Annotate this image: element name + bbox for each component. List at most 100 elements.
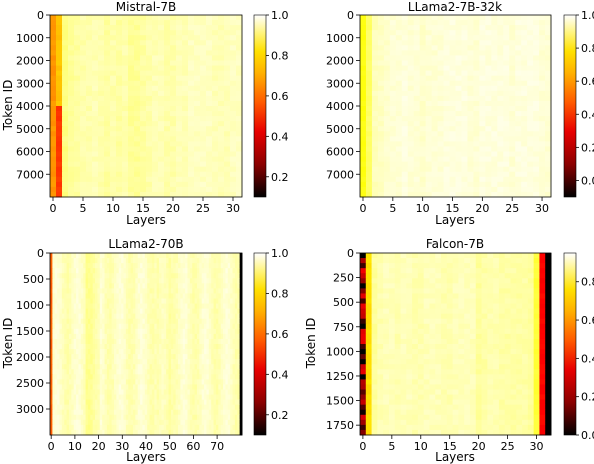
heatmap-cell	[76, 409, 79, 416]
heatmap-cell	[230, 359, 233, 365]
heatmap-cell	[176, 106, 183, 112]
y-tick-label: 0	[347, 9, 354, 22]
heatmap-cell	[521, 35, 528, 41]
heatmap-cell	[377, 45, 385, 51]
heatmap-cell	[163, 374, 167, 380]
heatmap-cell	[208, 399, 212, 406]
heatmap-cell	[125, 258, 129, 264]
heatmap-cell	[175, 298, 179, 304]
heatmap-cell	[85, 308, 89, 315]
heatmap-cell	[194, 100, 201, 107]
heatmap-cell	[151, 298, 155, 304]
heatmap-cell	[140, 45, 147, 51]
heatmap-cell	[230, 126, 237, 132]
heatmap-cell	[401, 106, 409, 112]
heatmap-cell	[73, 273, 77, 279]
heatmap-cell	[220, 258, 224, 264]
heatmap-cell	[135, 333, 139, 340]
heatmap-cell	[201, 263, 205, 269]
heatmap-cell	[158, 75, 165, 82]
heatmap-cell	[98, 25, 105, 31]
heatmap-cell	[87, 404, 91, 411]
heatmap-cell	[76, 293, 79, 299]
heatmap-cell	[114, 379, 117, 385]
heatmap-cell	[509, 181, 516, 188]
heatmap-cell	[92, 166, 99, 173]
heatmap-cell	[206, 116, 213, 122]
heatmap-cell	[365, 70, 373, 77]
heatmap-cell	[56, 151, 63, 157]
heatmap-cell	[116, 40, 123, 46]
heatmap-cell	[97, 399, 101, 406]
heatmap-cell	[389, 70, 397, 77]
heatmap-cell	[152, 146, 159, 152]
heatmap-cell	[64, 354, 67, 360]
heatmap-cell	[144, 268, 148, 274]
heatmap-cell	[401, 116, 409, 122]
heatmap-cell	[413, 100, 421, 107]
heatmap-cell	[173, 323, 177, 330]
heatmap-cell	[533, 176, 540, 183]
heatmap-cell	[182, 85, 189, 92]
heatmap-cell	[509, 75, 516, 82]
heatmap-cell	[473, 141, 480, 147]
heatmap-cell	[123, 379, 127, 385]
heatmap-cell	[85, 404, 89, 411]
heatmap-cell	[57, 333, 60, 340]
heatmap-cell	[431, 161, 438, 168]
heatmap-cell	[110, 186, 117, 193]
heatmap-cell	[232, 333, 236, 340]
heatmap-cell	[413, 95, 421, 102]
heatmap-cell	[52, 374, 56, 380]
heatmap-cell	[206, 409, 210, 416]
heatmap-cell	[211, 389, 214, 395]
heatmap-cell	[521, 141, 528, 147]
heatmap-cell	[144, 273, 148, 279]
heatmap-cell	[431, 126, 438, 132]
heatmap-cell	[175, 258, 179, 264]
heatmap-cell	[106, 278, 110, 284]
heatmap-cell	[234, 263, 238, 269]
heatmap-cell	[50, 20, 57, 26]
heatmap-cell	[130, 258, 134, 264]
heatmap-cell	[176, 20, 183, 26]
heatmap-cell	[413, 15, 421, 21]
heatmap-cell	[196, 364, 200, 370]
heatmap-cell	[431, 181, 438, 188]
heatmap-cell	[196, 384, 200, 390]
heatmap-cell	[213, 349, 217, 355]
heatmap-cell	[104, 90, 111, 97]
heatmap-cell	[188, 20, 195, 26]
heatmap-cell	[147, 258, 150, 264]
heatmap-cell	[395, 30, 403, 36]
heatmap-cell	[225, 318, 229, 325]
heatmap-cell	[371, 70, 379, 77]
heatmap-cell	[527, 171, 534, 178]
heatmap-cell	[123, 288, 127, 294]
heatmap-cell	[86, 75, 93, 82]
chart-title: LLama2-7B-32k	[408, 0, 502, 14]
heatmap-cell	[473, 85, 480, 92]
heatmap-cell	[425, 35, 433, 41]
heatmap-cell	[360, 166, 367, 173]
heatmap-cell	[104, 273, 108, 279]
heatmap-cell	[83, 258, 86, 264]
heatmap-cell	[479, 45, 486, 51]
heatmap-cell	[185, 328, 188, 335]
heatmap-cell	[116, 359, 120, 365]
heatmap-cell	[437, 116, 444, 122]
heatmap-cell	[239, 349, 243, 355]
heatmap-cell	[57, 303, 60, 310]
heatmap-cell	[234, 333, 238, 340]
heatmap-cell	[123, 308, 127, 315]
heatmap-cell	[437, 141, 444, 147]
heatmap-cell	[206, 333, 210, 340]
heatmap-cell	[225, 354, 229, 360]
heatmap-cell	[154, 374, 158, 380]
heatmap-cell	[371, 65, 379, 72]
heatmap-cell	[189, 384, 193, 390]
heatmap-cell	[116, 131, 123, 137]
heatmap-cell	[377, 111, 385, 117]
heatmap-cell	[159, 389, 162, 395]
heatmap-cell	[230, 303, 233, 310]
